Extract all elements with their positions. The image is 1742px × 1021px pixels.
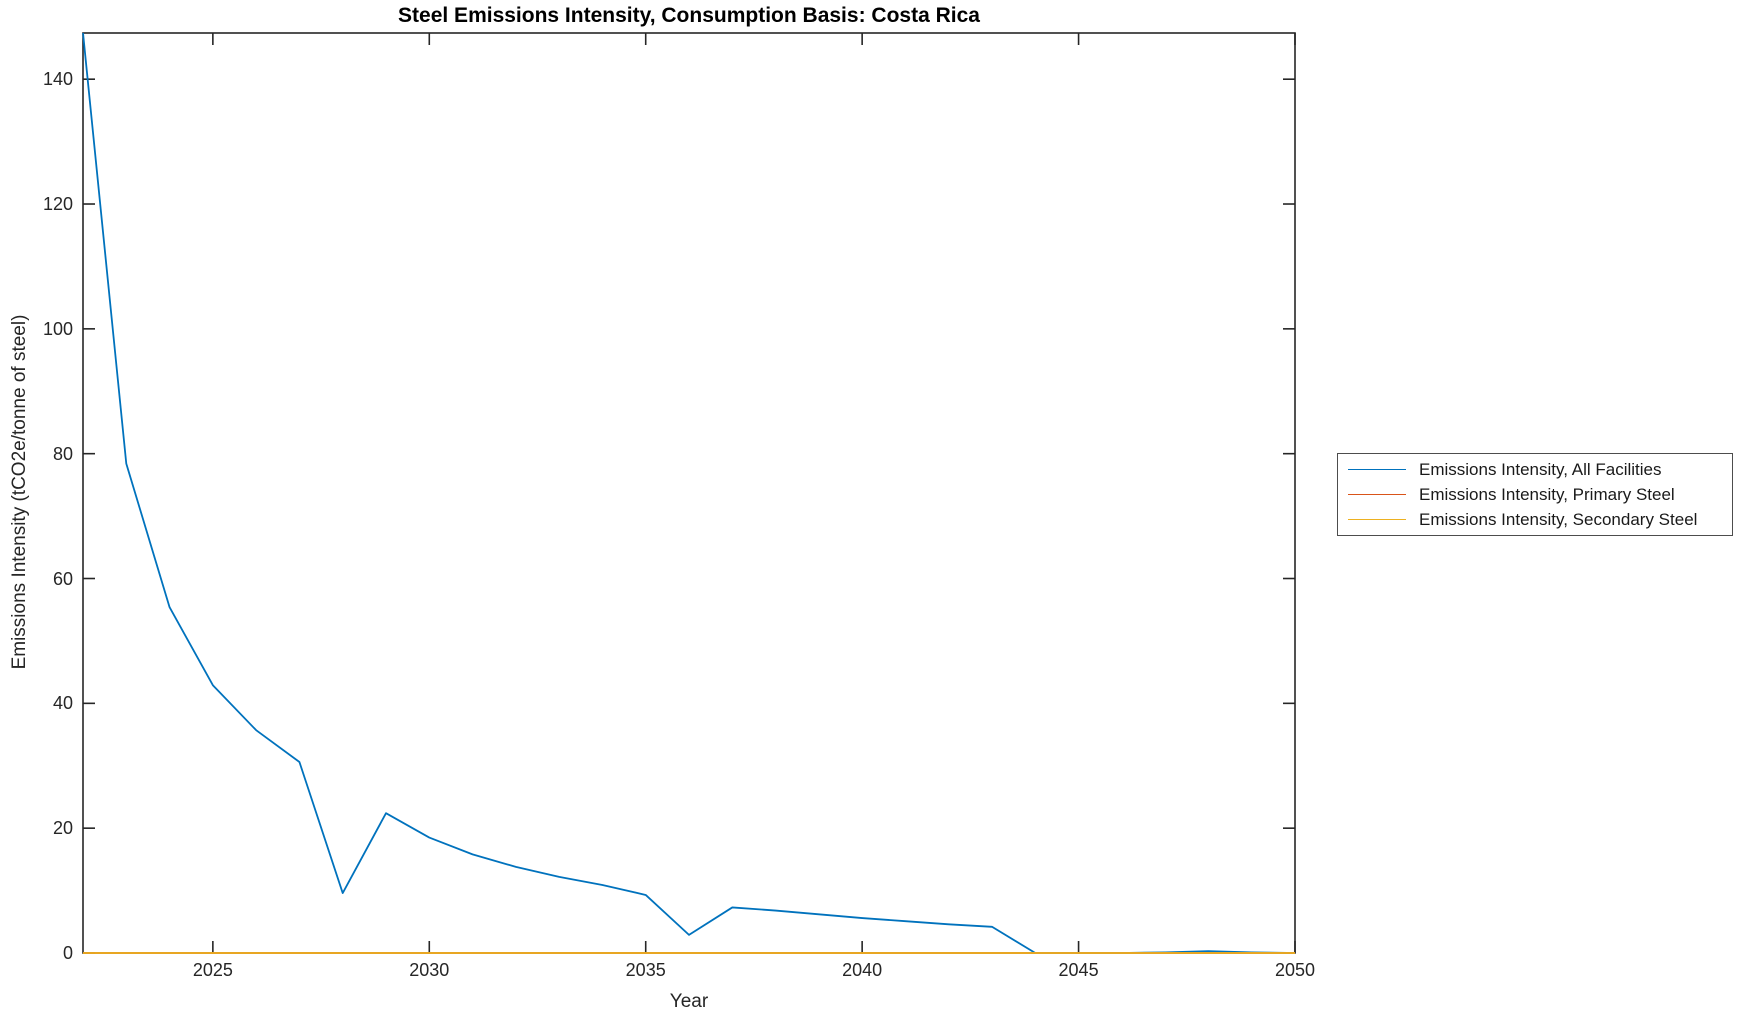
x-tick-label: 2035 xyxy=(625,960,666,980)
axes-box xyxy=(82,32,1296,954)
legend-item: Emissions Intensity, Secondary Steel xyxy=(1338,507,1732,532)
y-tick-label: 40 xyxy=(52,693,73,714)
y-tick-label: 0 xyxy=(62,943,73,963)
plot-area xyxy=(82,32,1296,954)
x-tick-label: 2040 xyxy=(842,960,883,980)
y-tick-label: 20 xyxy=(52,818,73,839)
y-tick-label: 80 xyxy=(52,443,73,464)
y-tick-label: 100 xyxy=(42,318,73,339)
series-line-0 xyxy=(82,32,1296,954)
legend-box: Emissions Intensity, All Facilities Emiss… xyxy=(1337,453,1733,536)
legend-line-sample xyxy=(1348,494,1406,495)
x-tick-label: 2045 xyxy=(1058,960,1099,980)
y-tick-label: 140 xyxy=(42,69,73,90)
x-tick-label: 2050 xyxy=(1274,960,1316,980)
x-tick-label: 2030 xyxy=(409,960,450,980)
y-axis-label: Emissions Intensity (tCO2e/tonne of stee… xyxy=(9,314,30,670)
x-tick-label: 2025 xyxy=(192,960,233,980)
legend-line-sample xyxy=(1348,469,1406,470)
legend-label: Emissions Intensity, Secondary Steel xyxy=(1419,509,1698,529)
y-tick-label: 60 xyxy=(52,568,73,589)
legend-line-sample xyxy=(1348,519,1406,520)
y-tick-label: 120 xyxy=(42,194,73,215)
legend-item: Emissions Intensity, All Facilities xyxy=(1338,457,1732,482)
legend-item: Emissions Intensity, Primary Steel xyxy=(1338,482,1732,507)
chart-title: Steel Emissions Intensity, Consumption B… xyxy=(398,4,980,27)
legend-label: Emissions Intensity, All Facilities xyxy=(1419,459,1662,479)
legend-label: Emissions Intensity, Primary Steel xyxy=(1419,484,1675,504)
x-axis-label: Year xyxy=(669,991,709,1012)
